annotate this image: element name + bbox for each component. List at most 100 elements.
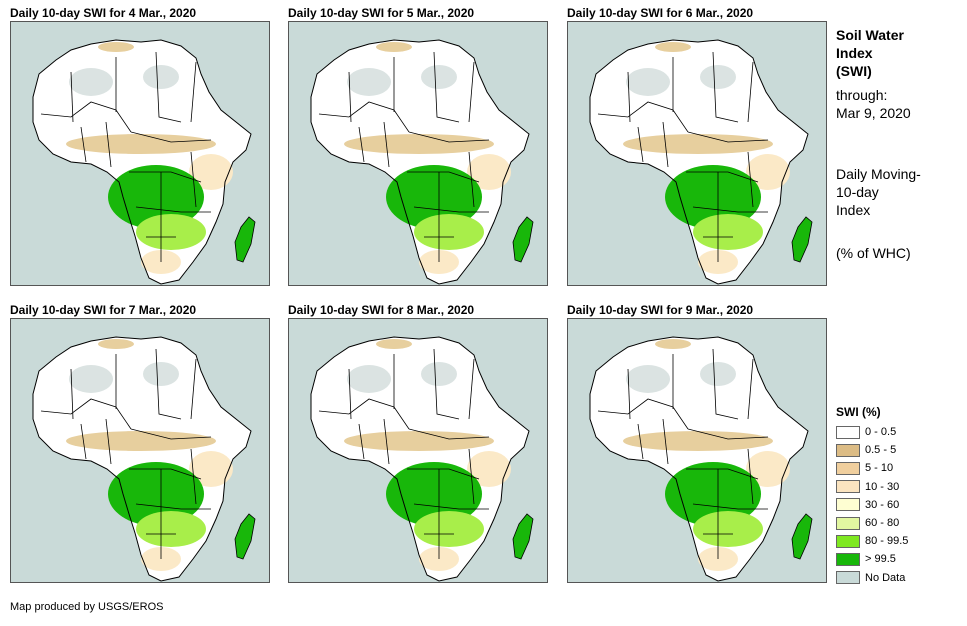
country-border <box>383 121 390 168</box>
africa-map <box>10 318 270 583</box>
coastline <box>310 39 530 285</box>
sahara-nodata <box>347 365 391 393</box>
coastline <box>589 39 809 285</box>
country-border <box>155 51 182 123</box>
libya-nodata <box>421 362 457 386</box>
africa-map <box>567 21 827 286</box>
legend-swatch <box>836 552 860 566</box>
north-tan <box>655 42 691 52</box>
legend-label: 0 - 0.5 <box>865 426 897 439</box>
sahel-band <box>623 431 773 451</box>
index-title: Soil Water Index (SWI) <box>836 26 904 80</box>
libya-nodata <box>143 65 179 89</box>
east-cream <box>467 451 511 487</box>
through-value: Mar 9, 2020 <box>836 105 911 121</box>
sahara-nodata <box>69 68 113 96</box>
east-cream <box>746 154 790 190</box>
country-border <box>433 348 460 420</box>
central-green <box>108 165 204 229</box>
country-border <box>627 368 631 420</box>
map-svg <box>589 39 813 285</box>
east-cream <box>746 451 790 487</box>
legend: SWI (%) 0 - 0.5 0.5 - 5 5 - 10 10 - 30 3… <box>836 405 908 587</box>
country-border <box>318 398 410 430</box>
libya-nodata <box>700 362 736 386</box>
legend-label: 60 - 80 <box>865 517 900 530</box>
sahara-nodata <box>69 365 113 393</box>
country-border <box>433 51 460 123</box>
south-lightgreen <box>136 511 206 547</box>
country-border <box>155 348 182 420</box>
index-description: Daily Moving- 10-day Index <box>836 165 921 219</box>
legend-item: > 99.5 <box>836 550 908 568</box>
africa-map <box>288 21 548 286</box>
legend-label: 0.5 - 5 <box>865 444 897 457</box>
madagascar-green <box>792 217 812 262</box>
panel-title: Daily 10-day SWI for 7 Mar., 2020 <box>10 303 197 317</box>
legend-label: 5 - 10 <box>865 462 894 475</box>
legend-item: 10 - 30 <box>836 478 908 496</box>
legend-swatch <box>836 443 860 457</box>
country-border <box>686 171 759 183</box>
central-green <box>386 462 482 526</box>
country-border <box>408 428 490 440</box>
south-lightgreen <box>414 511 484 547</box>
legend-swatch <box>836 480 860 494</box>
country-border <box>358 423 365 460</box>
panel-title: Daily 10-day SWI for 8 Mar., 2020 <box>288 303 475 317</box>
legend-item: 0.5 - 5 <box>836 441 908 459</box>
africa-map <box>567 318 827 583</box>
legend-swatch <box>836 534 860 548</box>
country-border <box>190 61 197 123</box>
legend-item: No Data <box>836 569 908 587</box>
country-border <box>747 358 754 420</box>
country-border <box>383 418 390 465</box>
country-border <box>468 448 475 505</box>
through-date: through: Mar 9, 2020 <box>836 86 911 122</box>
madagascar-outline <box>791 216 813 263</box>
legend-swatch <box>836 498 860 512</box>
map-svg <box>589 336 813 582</box>
unit-label: (% of WHC) <box>836 245 911 261</box>
country-border <box>40 398 132 430</box>
madagascar-outline <box>512 216 534 263</box>
country-border <box>70 368 74 420</box>
north-tan <box>98 42 134 52</box>
north-tan <box>655 339 691 349</box>
country-border <box>413 503 489 510</box>
country-border <box>597 398 689 430</box>
north-tan <box>376 42 412 52</box>
country-border <box>747 61 754 123</box>
legend-swatch <box>836 461 860 475</box>
country-border <box>105 121 112 168</box>
country-border <box>408 131 490 143</box>
country-border <box>687 428 769 440</box>
credit-text: Map produced by USGS/EROS <box>10 601 164 613</box>
central-green <box>108 462 204 526</box>
legend-label: > 99.5 <box>865 553 896 566</box>
country-border <box>712 51 739 123</box>
country-border <box>692 206 768 213</box>
legend-item: 0 - 0.5 <box>836 423 908 441</box>
map-svg <box>32 336 256 582</box>
south-lightgreen <box>693 511 763 547</box>
country-border <box>130 428 212 440</box>
country-border <box>662 121 669 168</box>
madagascar-green <box>513 514 533 559</box>
country-border <box>129 468 202 480</box>
legend-item: 30 - 60 <box>836 496 908 514</box>
map-svg <box>32 39 256 285</box>
north-tan <box>376 339 412 349</box>
country-border <box>468 358 475 420</box>
libya-nodata <box>143 362 179 386</box>
central-green <box>665 165 761 229</box>
madagascar-green <box>792 514 812 559</box>
map-svg <box>310 39 534 285</box>
country-border <box>348 368 352 420</box>
legend-swatch <box>836 425 860 439</box>
country-border <box>80 423 87 460</box>
coastline <box>310 336 530 582</box>
country-border <box>468 151 475 208</box>
country-border <box>747 151 754 208</box>
description-line: Daily Moving- <box>836 166 921 182</box>
